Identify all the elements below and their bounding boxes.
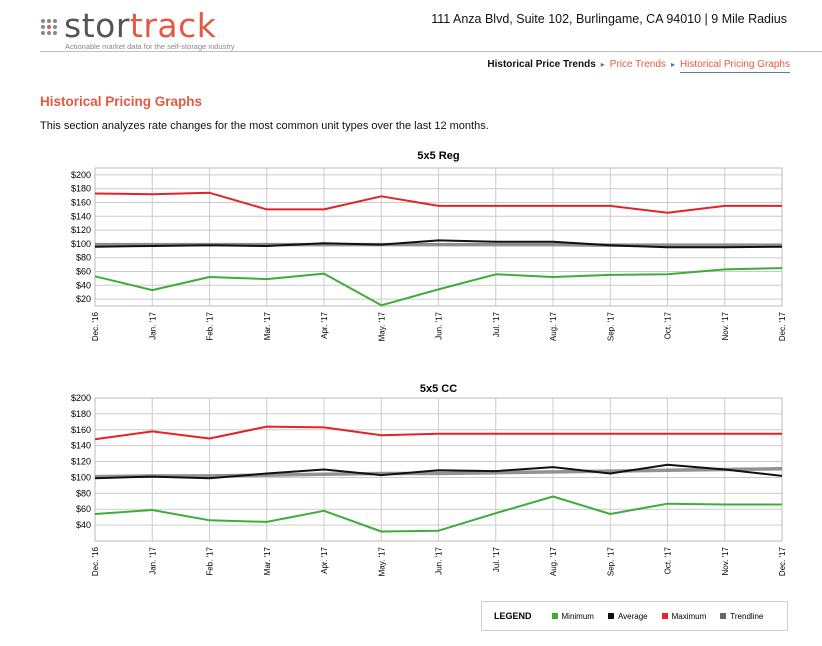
series-line-trendline bbox=[94, 466, 783, 479]
x-tick-label: Sep. '17 bbox=[606, 311, 615, 341]
y-tick-label: $160 bbox=[71, 198, 91, 208]
x-tick-label: Jan. '17 bbox=[148, 311, 157, 339]
y-tick-label: $20 bbox=[76, 294, 91, 304]
section-description: This section analyzes rate changes for t… bbox=[40, 120, 489, 132]
logo-tagline: Actionable market data for the self-stor… bbox=[65, 42, 235, 51]
legend-label-average: Average bbox=[617, 611, 648, 621]
series-line-minimum bbox=[94, 267, 783, 307]
y-tick-label: $140 bbox=[71, 211, 91, 221]
legend-item-maximum: Maximum bbox=[661, 611, 707, 621]
x-tick-label: Feb. '17 bbox=[206, 546, 215, 575]
x-tick-label: Dec. '17 bbox=[778, 311, 787, 341]
legend-label-trendline: Trendline bbox=[730, 611, 764, 621]
y-tick-label: $120 bbox=[71, 225, 91, 235]
y-tick-label: $180 bbox=[71, 409, 91, 419]
y-tick-label: $60 bbox=[76, 504, 91, 514]
legend-item-trendline: Trendline bbox=[720, 612, 763, 621]
x-tick-label: Oct. '17 bbox=[664, 546, 673, 574]
series-line-average bbox=[94, 239, 783, 249]
x-tick-label: May. '17 bbox=[377, 311, 386, 341]
legend-item-average: Average bbox=[607, 611, 648, 621]
chart-5x5-reg: 5x5 Reg $20 $40 $60 $80 $100 $120 $140 $160 $180 $… bbox=[71, 150, 787, 341]
logo-wordmark: stortrack bbox=[64, 6, 216, 46]
y-tick-label: $200 bbox=[71, 393, 91, 403]
y-tick-label: $40 bbox=[76, 280, 91, 290]
x-tick-label: Oct. '17 bbox=[664, 311, 673, 339]
header-divider bbox=[40, 51, 822, 52]
x-tick-label: Mar. '17 bbox=[263, 311, 272, 340]
x-tick-label: Aug. '17 bbox=[549, 311, 558, 341]
x-tick-label: Jul. '17 bbox=[492, 546, 501, 572]
x-tick-label: Nov. '17 bbox=[721, 546, 730, 575]
legend-label-minimum: Minimum bbox=[561, 611, 594, 621]
chevron-right-icon: ▸ bbox=[600, 60, 605, 69]
x-tick-label: Apr. '17 bbox=[320, 546, 329, 573]
x-tick-label: Dec. '16 bbox=[91, 546, 100, 576]
legend-swatch-maximum bbox=[661, 613, 668, 619]
report-address: 111 Anza Blvd, Suite 102, Burlingame, CA… bbox=[431, 12, 787, 26]
logo-text-primary: stor bbox=[64, 6, 130, 45]
breadcrumb-current[interactable]: Historical Price Trends bbox=[487, 59, 596, 70]
logo-mark-icon bbox=[41, 19, 57, 35]
y-tick-label: $160 bbox=[71, 425, 91, 435]
x-tick-label: Jul. '17 bbox=[492, 311, 501, 337]
chart-title: 5x5 Reg bbox=[417, 150, 459, 162]
x-tick-label: May. '17 bbox=[377, 546, 386, 576]
y-tick-label: $80 bbox=[76, 253, 91, 263]
x-tick-label: Jun. '17 bbox=[435, 311, 444, 339]
y-tick-label: $180 bbox=[71, 184, 91, 194]
x-tick-label: Dec. '17 bbox=[778, 546, 787, 576]
legend-item-minimum: Minimum bbox=[551, 611, 594, 621]
logo[interactable]: stortrack Actionable market data for the… bbox=[40, 6, 240, 54]
breadcrumb-active-page[interactable]: Historical Pricing Graphs bbox=[679, 59, 790, 73]
x-tick-label: Jun. '17 bbox=[435, 546, 444, 574]
y-tick-label: $120 bbox=[71, 457, 91, 467]
series-line-minimum bbox=[94, 495, 782, 533]
x-tick-label: Apr. '17 bbox=[320, 311, 329, 338]
x-tick-label: Mar. '17 bbox=[263, 546, 272, 575]
section-title: Historical Pricing Graphs bbox=[40, 94, 203, 109]
plot-frame bbox=[94, 167, 783, 307]
series-line-maximum bbox=[94, 425, 782, 441]
y-tick-label: $60 bbox=[76, 267, 91, 277]
y-tick-label: $200 bbox=[71, 170, 91, 180]
x-tick-label: Feb. '17 bbox=[206, 311, 215, 340]
x-tick-label: Jan. '17 bbox=[148, 546, 157, 574]
series-line-maximum bbox=[94, 191, 782, 214]
y-tick-label: $100 bbox=[71, 472, 91, 482]
y-tick-label: $80 bbox=[76, 488, 91, 498]
legend-swatch-minimum bbox=[551, 613, 558, 619]
x-tick-label: Nov. '17 bbox=[721, 311, 730, 340]
x-tick-label: Sep. '17 bbox=[606, 546, 615, 576]
breadcrumb-link-price-trends[interactable]: Price Trends bbox=[609, 59, 666, 70]
legend-swatch-trendline bbox=[720, 613, 727, 619]
legend-title: LEGEND bbox=[494, 611, 532, 621]
x-tick-label: Dec. '16 bbox=[91, 311, 100, 341]
x-tick-label: Aug. '17 bbox=[549, 546, 558, 576]
breadcrumb: Historical Price Trends ▸ Price Trends ▸ His… bbox=[487, 59, 790, 73]
series-line-average bbox=[94, 463, 783, 480]
chevron-right-icon: ▸ bbox=[670, 60, 675, 69]
legend-label-maximum: Maximum bbox=[671, 611, 707, 621]
chart-legend: LEGEND Minimum Average Maximum Trendline bbox=[481, 601, 788, 631]
legend-swatch-average bbox=[607, 613, 614, 619]
y-tick-label: $100 bbox=[71, 239, 91, 249]
chart-5x5-cc: 5x5 CC $40 $60 $80 $100 $120 $140 $160 $180 $200 D… bbox=[71, 383, 787, 576]
y-tick-label: $40 bbox=[76, 520, 91, 530]
chart-title: 5x5 CC bbox=[420, 383, 457, 395]
logo-text-accent: track bbox=[129, 6, 217, 45]
y-tick-label: $140 bbox=[71, 441, 91, 451]
